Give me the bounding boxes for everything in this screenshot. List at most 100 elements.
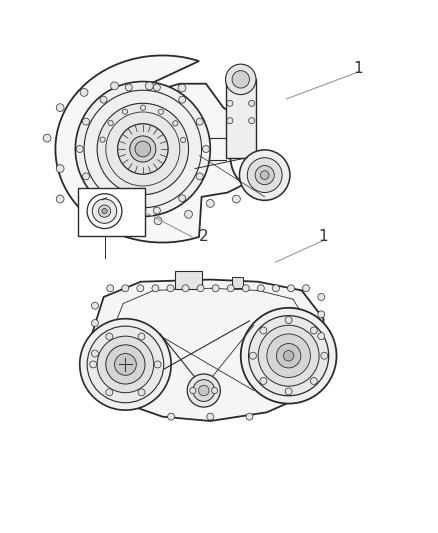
Circle shape <box>318 333 325 340</box>
Circle shape <box>247 158 282 192</box>
Circle shape <box>178 84 186 92</box>
Circle shape <box>153 207 160 214</box>
Circle shape <box>227 285 234 292</box>
Circle shape <box>249 118 254 124</box>
Bar <box>78 188 145 236</box>
Circle shape <box>158 109 163 115</box>
Circle shape <box>260 377 267 384</box>
Circle shape <box>321 352 328 359</box>
Circle shape <box>87 326 164 403</box>
Circle shape <box>99 205 111 217</box>
Circle shape <box>56 104 64 111</box>
Circle shape <box>187 374 220 407</box>
Circle shape <box>85 211 92 218</box>
Circle shape <box>227 118 233 124</box>
Circle shape <box>130 136 156 162</box>
Circle shape <box>106 333 113 340</box>
Circle shape <box>141 105 145 110</box>
Circle shape <box>246 413 253 420</box>
Circle shape <box>232 71 250 88</box>
Bar <box>226 79 256 158</box>
Circle shape <box>241 308 336 403</box>
Circle shape <box>258 285 264 292</box>
Text: 2: 2 <box>199 229 208 245</box>
Circle shape <box>108 120 113 126</box>
Circle shape <box>82 118 89 125</box>
Circle shape <box>303 285 310 292</box>
Circle shape <box>179 96 186 103</box>
Circle shape <box>212 387 218 393</box>
Circle shape <box>233 195 240 203</box>
Circle shape <box>267 334 311 377</box>
Polygon shape <box>56 55 252 243</box>
Bar <box>176 271 201 289</box>
Circle shape <box>202 146 209 152</box>
Circle shape <box>249 316 328 396</box>
Circle shape <box>167 285 174 292</box>
Circle shape <box>135 141 151 157</box>
Circle shape <box>97 336 154 393</box>
Circle shape <box>123 109 127 114</box>
Circle shape <box>206 199 214 207</box>
Circle shape <box>76 146 83 152</box>
Circle shape <box>138 333 145 340</box>
Circle shape <box>198 385 209 396</box>
Circle shape <box>318 311 325 318</box>
Circle shape <box>90 361 97 368</box>
Circle shape <box>242 285 249 292</box>
Circle shape <box>80 88 88 96</box>
Circle shape <box>56 195 64 203</box>
Circle shape <box>92 199 117 223</box>
Circle shape <box>260 171 269 180</box>
Circle shape <box>125 84 132 91</box>
Circle shape <box>92 350 99 357</box>
Circle shape <box>196 118 203 125</box>
Circle shape <box>137 285 144 292</box>
Polygon shape <box>91 279 323 421</box>
Circle shape <box>145 82 153 90</box>
Circle shape <box>122 285 129 292</box>
Circle shape <box>125 207 132 214</box>
Circle shape <box>138 389 145 396</box>
Circle shape <box>196 173 203 180</box>
Circle shape <box>260 327 267 334</box>
Circle shape <box>287 285 294 292</box>
Circle shape <box>190 387 196 393</box>
Circle shape <box>100 195 107 202</box>
Circle shape <box>276 344 301 368</box>
Circle shape <box>56 165 64 173</box>
Circle shape <box>185 211 192 218</box>
Circle shape <box>173 121 178 126</box>
Circle shape <box>106 345 145 384</box>
Circle shape <box>119 217 127 225</box>
Circle shape <box>258 325 319 386</box>
Circle shape <box>152 285 159 292</box>
Text: 1: 1 <box>353 61 363 76</box>
Circle shape <box>180 138 186 143</box>
Circle shape <box>240 150 290 200</box>
Circle shape <box>80 319 171 410</box>
Circle shape <box>249 100 254 107</box>
Circle shape <box>226 64 256 94</box>
Circle shape <box>318 294 325 301</box>
Circle shape <box>179 195 186 202</box>
Circle shape <box>168 413 175 420</box>
Circle shape <box>92 302 99 309</box>
Text: 1: 1 <box>318 229 328 245</box>
Circle shape <box>92 320 99 327</box>
Circle shape <box>154 217 162 225</box>
Circle shape <box>82 173 89 180</box>
Circle shape <box>283 351 294 361</box>
Circle shape <box>311 377 318 384</box>
Circle shape <box>227 100 233 107</box>
Circle shape <box>87 193 122 229</box>
Circle shape <box>107 285 114 292</box>
Circle shape <box>100 96 107 103</box>
Circle shape <box>272 285 279 292</box>
Circle shape <box>193 379 215 401</box>
Circle shape <box>212 285 219 292</box>
Circle shape <box>75 82 210 216</box>
Circle shape <box>285 317 292 324</box>
Circle shape <box>97 103 188 195</box>
Circle shape <box>102 208 107 214</box>
